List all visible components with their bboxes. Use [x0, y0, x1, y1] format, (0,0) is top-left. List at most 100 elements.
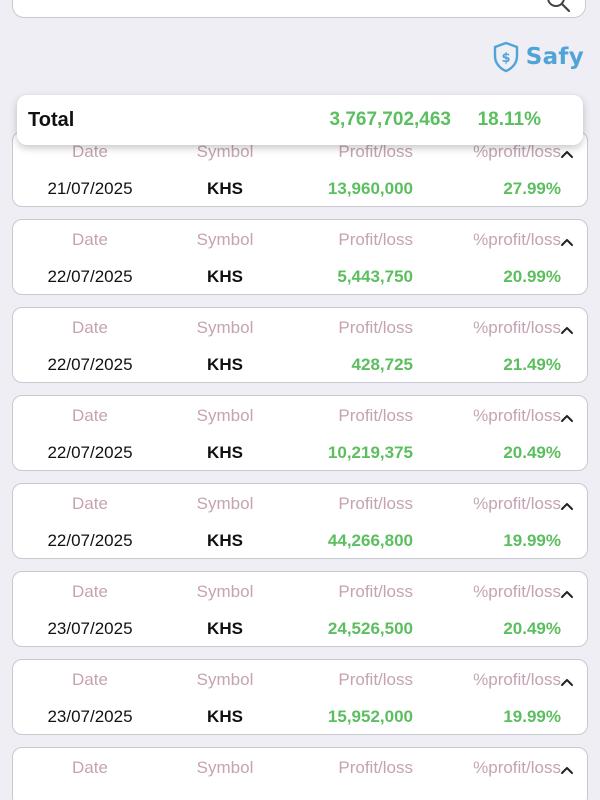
row-symbol: KHS: [207, 267, 243, 286]
list-item-values: 22/07/2025 KHS 44,266,800 19.99%: [13, 531, 587, 553]
row-date: 22/07/2025: [47, 267, 133, 286]
row-date: 22/07/2025: [47, 355, 133, 374]
row-date: 22/07/2025: [47, 531, 133, 550]
row-percent: 27.99%: [503, 179, 561, 198]
chevron-up-icon[interactable]: [559, 234, 575, 250]
date-label: Date: [72, 582, 108, 601]
profit-loss-label: Profit/loss: [338, 318, 413, 337]
list-item-header: Date Symbol Profit/loss %profit/loss: [13, 318, 587, 340]
list-item-values: 22/07/2025 KHS 10,219,375 20.49%: [13, 443, 587, 465]
row-profit-loss: 24,526,500: [327, 619, 413, 638]
row-percent: 19.99%: [503, 531, 561, 550]
percent-profit-loss-label: %profit/loss: [473, 406, 561, 425]
list-item-header: Date Symbol Profit/loss %profit/loss: [13, 758, 587, 780]
profit-loss-label: Profit/loss: [338, 670, 413, 689]
row-percent: 19.99%: [503, 707, 561, 726]
row-symbol: KHS: [207, 619, 243, 638]
row-profit-loss: 428,725: [351, 355, 413, 374]
profit-loss-label: Profit/loss: [338, 230, 413, 249]
chevron-up-icon[interactable]: [559, 146, 575, 162]
list-item[interactable]: Date Symbol Profit/loss %profit/loss 22/…: [12, 395, 588, 471]
list-item[interactable]: Date Symbol Profit/loss %profit/loss 22/…: [12, 219, 588, 295]
row-profit-loss: 13,960,000: [327, 179, 413, 198]
symbol-label: Symbol: [196, 406, 254, 425]
symbol-label: Symbol: [196, 494, 254, 513]
date-label: Date: [72, 230, 108, 249]
list-item-values: 22/07/2025 KHS 428,725 21.49%: [13, 355, 587, 377]
percent-profit-loss-label: %profit/loss: [473, 670, 561, 689]
chevron-up-icon[interactable]: [559, 322, 575, 338]
profit-loss-label: Profit/loss: [338, 582, 413, 601]
profit-loss-label: Profit/loss: [338, 406, 413, 425]
brand-logo: $ Safy: [492, 40, 584, 74]
percent-profit-loss-label: %profit/loss: [473, 758, 561, 777]
date-label: Date: [72, 758, 108, 777]
list-item-header: Date Symbol Profit/loss %profit/loss: [13, 142, 587, 164]
row-percent: 21.49%: [503, 355, 561, 374]
total-label: Total: [28, 109, 75, 131]
row-date: 23/07/2025: [47, 707, 133, 726]
list-item[interactable]: Date Symbol Profit/loss %profit/loss 22/…: [12, 483, 588, 559]
row-profit-loss: 10,219,375: [327, 443, 413, 462]
shield-dollar-icon: $: [493, 41, 518, 73]
list-item[interactable]: Date Symbol Profit/loss %profit/loss 23/…: [12, 659, 588, 735]
list-item-values: 22/07/2025 KHS 5,443,750 20.99%: [13, 267, 587, 289]
svg-text:$: $: [501, 51, 510, 66]
list-item[interactable]: Date Symbol Profit/loss %profit/loss: [12, 747, 588, 800]
chevron-up-icon[interactable]: [559, 498, 575, 514]
chevron-up-icon[interactable]: [559, 674, 575, 690]
list-item[interactable]: Date Symbol Profit/loss %profit/loss 23/…: [12, 571, 588, 647]
percent-profit-loss-label: %profit/loss: [473, 494, 561, 513]
date-label: Date: [72, 406, 108, 425]
symbol-label: Symbol: [196, 142, 254, 161]
percent-profit-loss-label: %profit/loss: [473, 230, 561, 249]
list-item-values: 23/07/2025 KHS 24,526,500 20.49%: [13, 619, 587, 641]
percent-profit-loss-label: %profit/loss: [473, 582, 561, 601]
date-label: Date: [72, 494, 108, 513]
row-date: 22/07/2025: [47, 443, 133, 462]
date-label: Date: [72, 670, 108, 689]
symbol-label: Symbol: [196, 582, 254, 601]
profit-loss-label: Profit/loss: [338, 494, 413, 513]
row-percent: 20.49%: [503, 443, 561, 462]
percent-profit-loss-label: %profit/loss: [473, 142, 561, 161]
profit-loss-label: Profit/loss: [338, 142, 413, 161]
chevron-up-icon[interactable]: [559, 762, 575, 778]
row-symbol: KHS: [207, 179, 243, 198]
row-date: 21/07/2025: [47, 179, 133, 198]
total-summary: Total 3,767,702,463 18.11%: [17, 95, 583, 145]
row-symbol: KHS: [207, 531, 243, 550]
list-item-values: 23/07/2025 KHS 15,952,000 19.99%: [13, 707, 587, 729]
search-input[interactable]: [12, 0, 586, 18]
total-amount: 3,767,702,463: [329, 109, 451, 130]
list-item-values: 21/07/2025 KHS 13,960,000 27.99%: [13, 179, 587, 201]
row-profit-loss: 5,443,750: [337, 267, 413, 286]
list-item-header: Date Symbol Profit/loss %profit/loss: [13, 494, 587, 516]
search-icon[interactable]: [545, 0, 571, 13]
row-percent: 20.49%: [503, 619, 561, 638]
list-item-header: Date Symbol Profit/loss %profit/loss: [13, 582, 587, 604]
chevron-up-icon[interactable]: [559, 410, 575, 426]
row-profit-loss: 44,266,800: [327, 531, 413, 550]
row-symbol: KHS: [207, 443, 243, 462]
date-label: Date: [72, 318, 108, 337]
total-percent: 18.11%: [477, 109, 541, 130]
brand-name: Safy: [525, 44, 584, 70]
list-item-header: Date Symbol Profit/loss %profit/loss: [13, 230, 587, 252]
row-symbol: KHS: [207, 707, 243, 726]
percent-profit-loss-label: %profit/loss: [473, 318, 561, 337]
list-item[interactable]: Date Symbol Profit/loss %profit/loss 22/…: [12, 307, 588, 383]
symbol-label: Symbol: [196, 318, 254, 337]
date-label: Date: [72, 142, 108, 161]
symbol-label: Symbol: [196, 670, 254, 689]
list-item-header: Date Symbol Profit/loss %profit/loss: [13, 670, 587, 692]
row-date: 23/07/2025: [47, 619, 133, 638]
list-item-header: Date Symbol Profit/loss %profit/loss: [13, 406, 587, 428]
symbol-label: Symbol: [196, 230, 254, 249]
symbol-label: Symbol: [196, 758, 254, 777]
chevron-up-icon[interactable]: [559, 586, 575, 602]
profit-loss-label: Profit/loss: [338, 758, 413, 777]
row-percent: 20.99%: [503, 267, 561, 286]
